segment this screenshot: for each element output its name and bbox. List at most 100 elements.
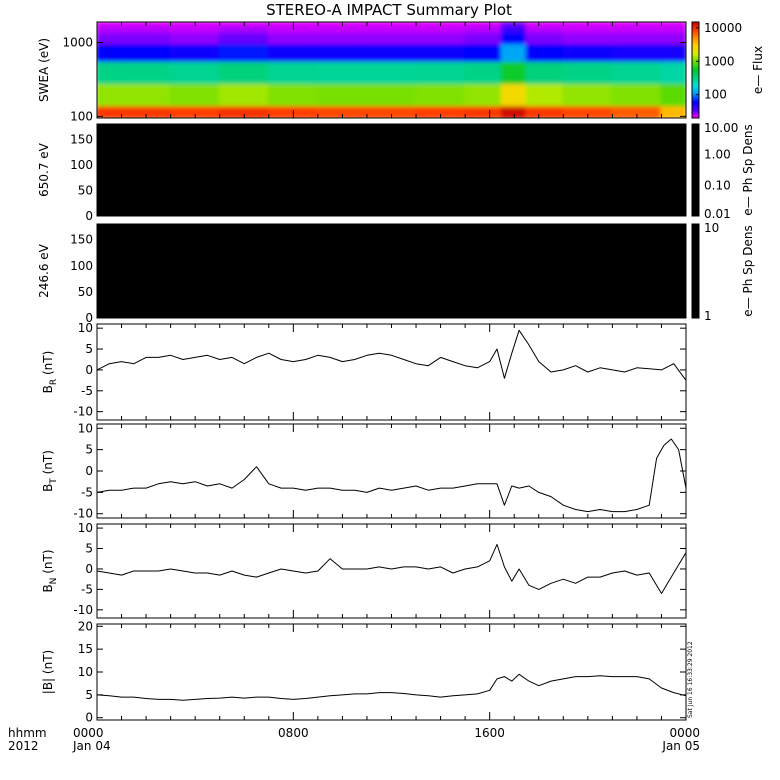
br-ytick-label: -5 [81,384,93,398]
swea-cell [660,104,686,118]
swea-cell [525,104,565,118]
swea-cell [267,82,319,107]
bt-ylabel: BT (nT) [41,450,59,492]
bn-ylabel: BN (nT) [41,549,59,592]
swea-cell [525,82,565,107]
swea-cell [218,59,270,85]
swea-cell [97,23,123,34]
bmag-ytick-label: 10 [78,665,93,679]
pad_650-colorbar [691,123,700,217]
swea-colorbar [691,21,700,119]
swea-cell [267,59,319,85]
time-axis-row1-label: hhmm [8,726,47,740]
pad_650-spectrogram [97,124,686,216]
swea-cell [500,31,528,45]
bt-ytick-label: 10 [78,421,93,435]
pad_650-ylabel: 650.7 eV [37,142,51,197]
swea-cell [500,104,528,118]
swea-cell [97,31,123,45]
br-ylabel-unit: (nT) [41,351,55,379]
br-ytick-label: 5 [85,342,93,356]
br-ytick-label: 0 [85,363,93,377]
pad_246-ytick-label: 0 [85,311,93,325]
swea-cell [316,82,368,107]
swea-cell [611,59,663,85]
pad_650-ytick-label: 150 [70,132,93,146]
swea-cell [464,82,503,107]
swea-cell [415,42,467,62]
swea-cell [169,31,221,45]
pad_650-colorbar-tick-label: 10.00 [704,121,738,135]
bn-ylabel-sub: N [49,578,59,585]
bmag-series-line [96,673,687,701]
swea-cell [218,104,270,118]
bmag-ytick-label: 0 [85,711,93,725]
swea-cell [562,42,614,62]
swea-cell [218,31,270,45]
bn-ytick-label: 0 [85,562,93,576]
bt-ytick-label: -5 [81,485,93,499]
swea-cell [365,23,418,34]
swea-colorbar-tick-label: 1000 [704,54,735,68]
time-tick-date-label: Jan 04 [72,739,111,753]
swea-cell [97,42,123,62]
br-ytick-label: 10 [78,321,93,335]
swea-colorbar-tick-label: 10000 [704,21,742,35]
bmag-ylabel: |B| (nT) [41,650,55,694]
swea-cell [500,42,528,62]
swea-ytick-label: 1000 [62,36,93,50]
swea-cell [464,42,503,62]
swea-cell [562,59,614,85]
swea-cell [562,23,614,34]
swea-cell [525,42,565,62]
swea-cell [97,22,123,26]
time-tick-label: 0000 [73,726,104,740]
br-ytick-label: -10 [73,405,93,419]
time-tick-date-label: Jan 05 [661,739,700,753]
bt-ytick-label: 5 [85,443,93,457]
swea-cell [218,23,270,34]
bmag-ytick-label: 5 [85,688,93,702]
br-ylabel: BR (nT) [41,351,59,394]
swea-cell [500,82,528,107]
swea-cell [415,104,467,118]
swea-cell [660,42,686,62]
bt-ytick-label: 0 [85,464,93,478]
bn-ytick-label: -10 [73,603,93,617]
bmag-ylabel-main: |B| (nT) [41,650,55,694]
swea-cell [316,42,368,62]
swea-cell [464,23,503,34]
swea-ylabel: SWEA (eV) [37,38,51,102]
swea-cell [365,104,418,118]
swea-cell [169,82,221,107]
swea-cell [97,59,123,85]
swea-cell [500,59,528,85]
swea-colorbar-label: e— Flux [751,46,765,94]
pad_246-spectrogram [97,224,686,318]
swea-cell [316,31,368,45]
swea-cell [415,82,467,107]
swea-cell [365,59,418,85]
swea-cell [415,23,467,34]
swea-cell [464,31,503,45]
swea-cell [120,104,172,118]
swea-cell [97,104,123,118]
br-ylabel-main: B [41,385,55,393]
swea-cell [267,31,319,45]
swea-cell [525,31,565,45]
swea-cell [316,104,368,118]
bt-frame [96,423,687,519]
br-frame [96,323,687,421]
bn-ytick-label: 5 [85,542,93,556]
swea-cell [611,104,663,118]
swea-cell [120,23,172,34]
swea-ytick-label: 100 [70,109,93,123]
swea-cell [169,59,221,85]
pad_650-colorbar-label: e— Ph Sp Dens [741,124,755,215]
swea-cell [316,23,368,34]
pad_246-ylabel: 246.6 eV [37,243,51,298]
swea-cell [562,31,614,45]
pad_246-ytick-label: 100 [70,259,93,273]
